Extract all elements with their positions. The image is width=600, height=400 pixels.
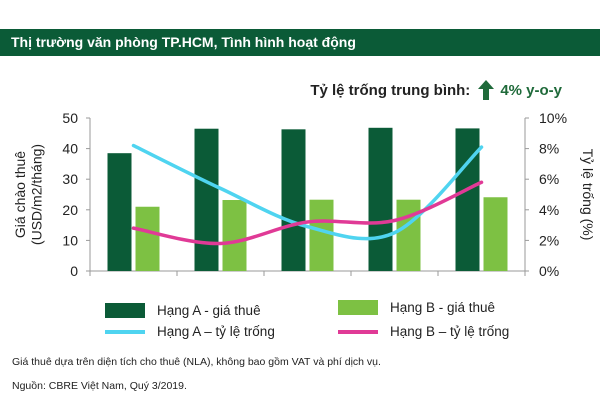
y-tick-label-right: 6%: [539, 171, 559, 187]
y-tick-label-left: 20: [62, 202, 78, 218]
header-bar: Thị trường văn phòng TP.HCM, Tình hình h…: [0, 29, 600, 56]
bar-grade-b-rent: [309, 199, 334, 271]
y-axis-title-right: Tỷ lệ trống (%): [580, 149, 596, 241]
legend-label-grade-a-vacancy: Hạng A – tỷ lệ trống: [157, 324, 275, 339]
legend-label-grade-a-rent: Hạng A - giá thuê: [157, 303, 261, 318]
bar-grade-b-rent: [135, 206, 160, 271]
x-tick-label: Q1 2019: [281, 277, 335, 280]
legend-label-grade-b-vacancy: Hạng B – tỷ lệ trống: [390, 324, 510, 339]
vacancy-change-value: 4% y-o-y: [500, 81, 562, 99]
legend-item-grade-b-rent: Hạng B - giá thuê: [338, 300, 495, 315]
legend-swatch-grade-a-rent: [105, 303, 145, 318]
legend-label-grade-b-rent: Hạng B - giá thuê: [390, 300, 496, 315]
x-tick-label: 2017: [118, 277, 149, 280]
x-tick-label: Q2 2019: [368, 277, 422, 280]
y-tick-label-left: 50: [62, 110, 78, 126]
bar-grade-a-rent: [455, 128, 480, 271]
legend-swatch-grade-b-rent: [338, 300, 378, 315]
legend-item-grade-a-rent: Hạng A - giá thuê: [105, 303, 261, 318]
x-tick-label: Q3 2019: [455, 277, 509, 280]
x-tick-label: 2018: [205, 277, 236, 280]
legend-swatch-grade-a-vacancy: [105, 329, 145, 334]
y-tick-label-left: 0: [70, 263, 78, 279]
y-tick-label-right: 8%: [539, 141, 559, 157]
y-tick-label-right: 10%: [539, 110, 567, 126]
footnote-source: Nguồn: CBRE Việt Nam, Quý 3/2019.: [12, 380, 187, 392]
bar-grade-b-rent: [483, 197, 508, 271]
y-tick-label-right: 2%: [539, 232, 559, 248]
legend-item-grade-a-vacancy: Hạng A – tỷ lệ trống: [105, 324, 275, 339]
average-vacancy-summary: Tỷ lệ trống trung bình: 4% y-o-y: [310, 80, 562, 100]
average-vacancy-label: Tỷ lệ trống trung bình:: [310, 81, 471, 99]
line-grade-b-vacancy: [131, 180, 484, 246]
footnote-rent-basis: Giá thuê dựa trên diện tích cho thuê (NL…: [12, 356, 381, 368]
legend-swatch-grade-b-vacancy: [338, 329, 378, 334]
combo-chart: 0 10 20 30 40 50 0% 2% 4% 6% 8% 10% 2017 2018 Q1 2019 Q…: [12, 110, 596, 280]
line-grade-a-vacancy: [131, 143, 484, 241]
y-tick-label-left: 10: [62, 232, 78, 248]
legend-item-grade-b-vacancy: Hạng B – tỷ lệ trống: [338, 324, 509, 339]
bar-grade-a-rent: [368, 127, 393, 272]
bar-grade-a-rent: [107, 153, 132, 271]
y-tick-label-left: 40: [62, 141, 78, 157]
up-arrow-icon: [478, 80, 495, 100]
bar-grade-b-rent: [222, 200, 247, 271]
y-tick-label-right: 0%: [539, 263, 559, 279]
y-tick-label-right: 4%: [539, 202, 559, 218]
bar-grade-a-rent: [194, 128, 219, 271]
y-tick-label-left: 30: [62, 171, 78, 187]
page-title: Thị trường văn phòng TP.HCM, Tình hình h…: [11, 34, 356, 50]
bar-grade-b-rent: [396, 199, 421, 271]
y-axis-title-left: Giá chào thuê(USD/m2/tháng): [12, 144, 44, 245]
bar-grade-a-rent: [281, 129, 306, 271]
